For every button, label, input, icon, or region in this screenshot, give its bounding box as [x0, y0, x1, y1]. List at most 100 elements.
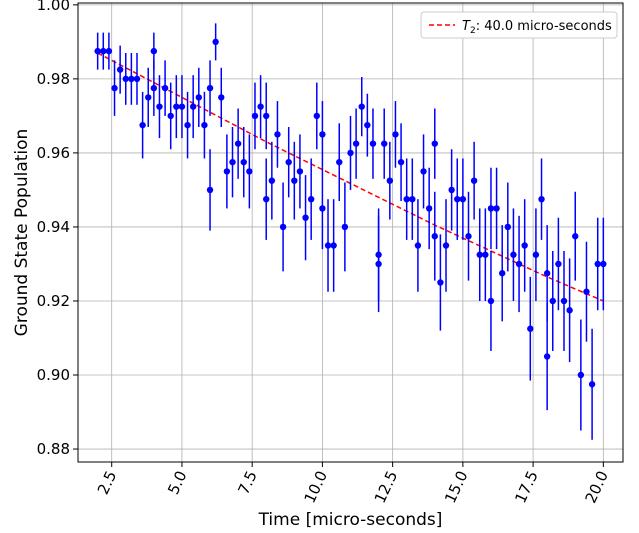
- data-point: [409, 195, 416, 203]
- data-point: [454, 195, 461, 203]
- data-point: [240, 158, 247, 166]
- data-point: [229, 158, 236, 166]
- data-point: [257, 103, 264, 110]
- data-point: [560, 297, 568, 305]
- data-point: [319, 205, 326, 212]
- y-tick-label: 1.00: [37, 0, 70, 14]
- data-point: [161, 84, 169, 92]
- legend-fit-label: T2: 40.0 micro-seconds: [462, 19, 612, 36]
- data-point: [425, 205, 433, 212]
- data-point: [549, 297, 556, 305]
- plot-frame: [77, 2, 624, 463]
- data-point: [279, 223, 287, 231]
- data-point: [313, 112, 320, 120]
- points-layer: [94, 23, 607, 440]
- data-point: [302, 214, 309, 221]
- data-point: [347, 149, 354, 157]
- data-point: [178, 103, 186, 110]
- data-point: [543, 270, 551, 277]
- data-point: [195, 94, 202, 101]
- data-point: [510, 251, 517, 258]
- data-point: [364, 121, 371, 129]
- data-point: [133, 75, 141, 83]
- data-point: [263, 112, 270, 120]
- data-point: [482, 251, 489, 258]
- data-point: [555, 260, 562, 268]
- data-point: [94, 47, 101, 55]
- y-tick-label: 0.92: [37, 292, 70, 310]
- data-point: [291, 177, 298, 184]
- data-point: [392, 131, 399, 138]
- y-tick-label: 0.90: [37, 366, 70, 384]
- data-point: [420, 168, 427, 175]
- data-point: [234, 140, 242, 147]
- data-point: [156, 103, 163, 110]
- data-point: [189, 103, 197, 110]
- data-point: [246, 168, 253, 175]
- data-point: [583, 288, 590, 295]
- data-point: [588, 381, 596, 388]
- data-point: [431, 233, 438, 240]
- data-point: [437, 279, 444, 286]
- data-point: [487, 297, 495, 305]
- data-point: [532, 251, 540, 258]
- data-point: [465, 233, 472, 240]
- legend: T2: 40.0 micro-seconds: [420, 11, 618, 39]
- data-point: [572, 233, 579, 240]
- data-point: [527, 325, 534, 332]
- legend-box: [420, 11, 618, 39]
- legend-fit-label-suffix: : 40.0 micro-seconds: [476, 19, 612, 34]
- data-point: [319, 131, 326, 138]
- legend-fit-label-prefix: T: [462, 19, 471, 34]
- data-point: [324, 242, 332, 249]
- data-point: [274, 131, 281, 138]
- data-point: [263, 195, 270, 203]
- data-point: [487, 205, 495, 212]
- data-point: [594, 260, 601, 268]
- data-point: [268, 177, 276, 184]
- data-point: [251, 112, 259, 120]
- y-tick-label: 0.98: [37, 70, 70, 88]
- data-point: [100, 47, 107, 55]
- data-point: [150, 84, 158, 92]
- y-tick-label: 0.88: [37, 440, 70, 458]
- data-point: [543, 353, 551, 360]
- data-point: [493, 205, 500, 212]
- data-point: [173, 103, 180, 110]
- data-point: [375, 260, 382, 268]
- data-point: [358, 103, 365, 110]
- data-point: [128, 75, 135, 83]
- data-point: [397, 158, 405, 166]
- data-point: [386, 177, 394, 184]
- data-point: [307, 195, 315, 203]
- data-point: [403, 195, 410, 203]
- y-tick-label: 0.96: [37, 144, 70, 162]
- data-point: [515, 260, 523, 268]
- data-point: [369, 140, 377, 147]
- data-point: [330, 242, 337, 249]
- data-point: [218, 94, 225, 101]
- data-point: [167, 112, 174, 120]
- data-point: [459, 195, 467, 203]
- data-point: [145, 94, 152, 101]
- data-point: [577, 371, 585, 379]
- data-point: [431, 140, 438, 147]
- data-point: [504, 223, 512, 231]
- data-point: [201, 121, 208, 129]
- data-point: [566, 307, 573, 314]
- data-point: [223, 168, 231, 175]
- data-point: [414, 242, 422, 249]
- y-axis-label: Ground State Population: [12, 129, 32, 337]
- data-point: [600, 260, 607, 268]
- data-point: [296, 168, 304, 175]
- y-tick-label: 0.94: [37, 218, 70, 236]
- data-point: [212, 38, 219, 46]
- data-point: [499, 270, 506, 277]
- data-point: [105, 47, 113, 55]
- data-point: [521, 242, 528, 249]
- data-point: [116, 66, 124, 73]
- data-point: [381, 140, 388, 147]
- legend-fit-label-sub: 2: [470, 26, 476, 36]
